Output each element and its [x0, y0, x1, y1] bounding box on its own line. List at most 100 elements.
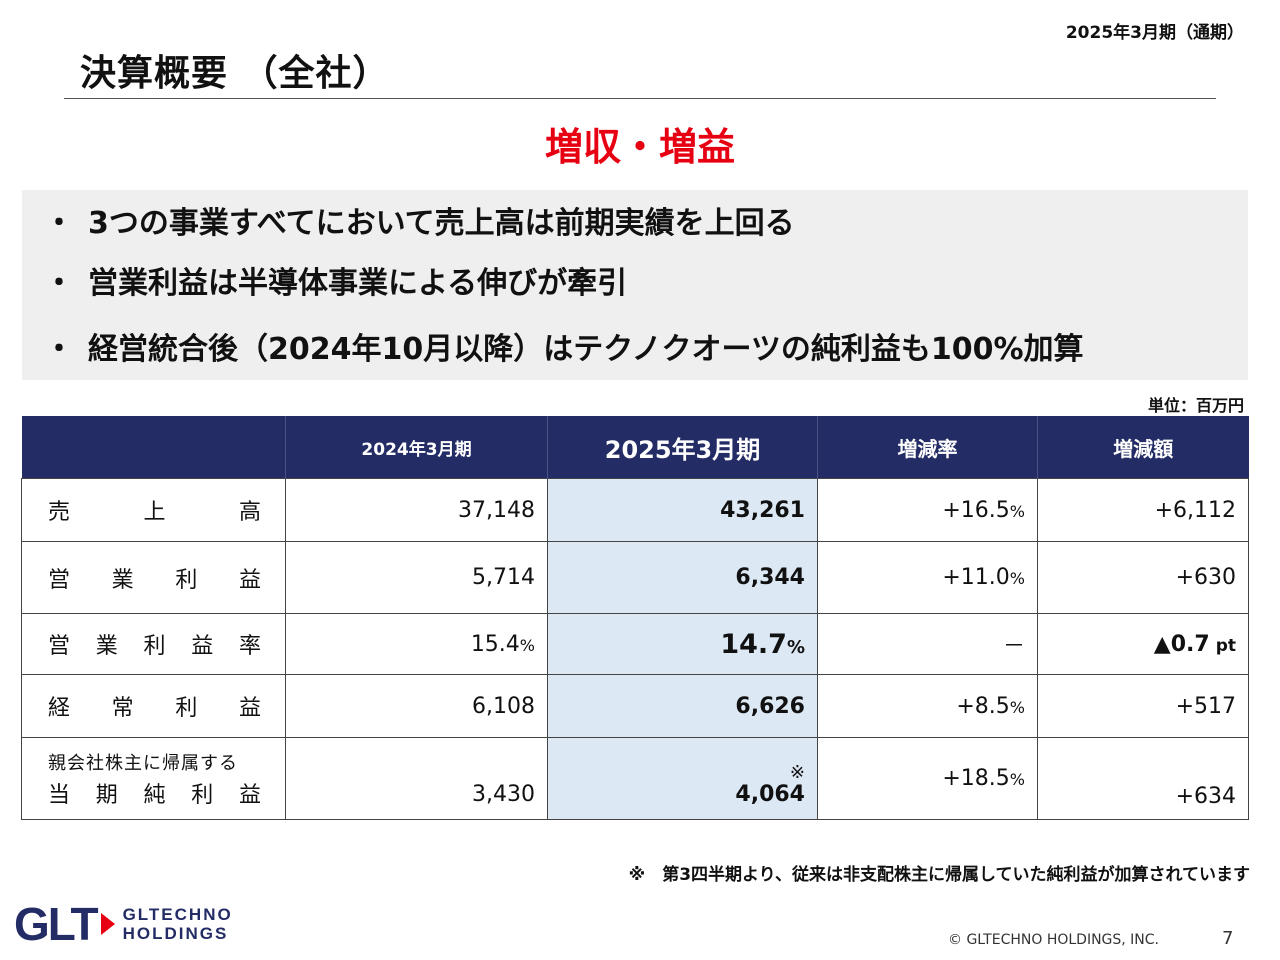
logo-mark-text: GLT	[14, 898, 99, 950]
prev-value-number: 15.4	[470, 631, 520, 657]
current-value: 43,261	[547, 478, 818, 542]
table-row-ordinary-income: 経 常 利 益 6,108 6,626 +8.5% +517	[21, 674, 1249, 738]
decrease-triangle-icon: ▲	[1153, 631, 1171, 657]
label-char: 高	[238, 500, 261, 525]
percent-unit: %	[1009, 770, 1025, 789]
bullet-mark: ・	[44, 206, 74, 241]
rate-value: +8.5	[956, 693, 1010, 719]
label-char: 業	[111, 567, 134, 593]
key-point-text: 経営統合後（2024年10月以降）はテクノクオーツの純利益も100%加算	[88, 332, 1084, 367]
page-title: 決算概要 （全社）	[80, 53, 390, 94]
table-row-net-income: 親会社株主に帰属する 当 期 純 利 益 3,430 ※ 4,064 +18.5…	[21, 737, 1249, 820]
current-value-number: 4,064	[735, 782, 805, 807]
current-value: 6,344	[547, 541, 818, 614]
label-char: 常	[111, 696, 134, 721]
point-unit: pt	[1215, 635, 1236, 656]
table-row-operating-margin: 営 業 利 益 率 15.4% 14.7% － ▲0.7 pt	[21, 613, 1249, 675]
change-rate: +16.5%	[817, 478, 1038, 542]
prev-value: 15.4%	[285, 613, 548, 675]
copyright: © GLTECHNO HOLDINGS, INC.	[948, 932, 1160, 948]
label-char: 益	[238, 696, 261, 721]
change-amount-number: 0.7	[1170, 631, 1210, 657]
label-char: 利	[191, 782, 214, 808]
company-logo: GLT GLTECHNO HOLDINGS	[14, 897, 233, 951]
label-char: 利	[175, 696, 198, 721]
bullet-mark: ・	[44, 266, 74, 301]
label-char: 益	[238, 782, 261, 808]
key-point: ・営業利益は半導体事業による伸びが牽引	[44, 258, 627, 302]
key-point: ・ 3つの事業すべてにおいて売上高は前期実績を上回る	[44, 198, 795, 242]
percent-unit: %	[1009, 569, 1025, 588]
rate-value: +18.5	[942, 766, 1010, 791]
footnote-mark: ※	[789, 762, 805, 783]
label-char: 営	[48, 567, 71, 593]
table-header-row: 2024年3月期 2025年3月期 増減率 増減額	[21, 416, 1249, 479]
current-value: 6,626	[547, 674, 818, 738]
bullet-mark: ・	[44, 332, 74, 367]
table-row-sales: 売 上 高 37,148 43,261 +16.5% +6,112	[21, 478, 1249, 542]
change-rate: －	[817, 613, 1038, 675]
logo-line-2: HOLDINGS	[122, 924, 229, 943]
label-char: 利	[143, 634, 166, 659]
logo-wordmark: GLTECHNO HOLDINGS	[123, 905, 233, 943]
label-char: 利	[175, 567, 198, 593]
page-number: 7	[1222, 928, 1234, 949]
header-change-rate: 増減率	[817, 416, 1038, 479]
change-rate: +18.5%	[817, 737, 1038, 820]
headline: 増収・増益	[544, 125, 735, 169]
row-label-top: 親会社株主に帰属する	[48, 752, 238, 774]
logo-triangle-icon	[100, 913, 115, 935]
label-char: 当	[48, 782, 71, 808]
key-points-panel: ・ 3つの事業すべてにおいて売上高は前期実績を上回る ・営業利益は半導体事業による…	[22, 190, 1248, 380]
change-amount: +6,112	[1037, 478, 1249, 542]
change-amount: +630	[1037, 541, 1249, 614]
label-char: 経	[48, 696, 71, 721]
percent-unit: %	[519, 635, 535, 655]
percent-unit: %	[786, 636, 805, 658]
table-row-operating-income: 営 業 利 益 5,714 6,344 +11.0% +630	[21, 541, 1249, 614]
title-divider	[64, 98, 1216, 99]
prev-value: 6,108	[285, 674, 548, 738]
key-point: ・経営統合後（2024年10月以降）はテクノクオーツの純利益も100%加算	[44, 324, 1084, 368]
period-tag: 2025年3月期（通期）	[1065, 23, 1244, 43]
rate-value: +11.0	[942, 565, 1010, 590]
label-char: 業	[95, 634, 118, 659]
financial-summary-table: 2024年3月期 2025年3月期 増減率 増減額 売 上 高 37,148 4…	[21, 416, 1249, 820]
label-char: 営	[48, 634, 71, 659]
label-char: 売	[48, 500, 71, 525]
row-label: 経 常 利 益	[21, 674, 286, 738]
row-label: 営 業 利 益 率	[21, 613, 286, 675]
key-point-text: 3つの事業すべてにおいて売上高は前期実績を上回る	[88, 206, 795, 241]
row-label: 売 上 高	[21, 478, 286, 542]
label-char: 率	[238, 634, 261, 659]
current-value-number: 14.7	[720, 628, 787, 660]
label-char: 益	[191, 634, 214, 659]
percent-unit: %	[1009, 501, 1025, 521]
label-char: 益	[238, 567, 261, 593]
prev-value: 3,430	[285, 737, 548, 820]
row-label: 営 業 利 益	[21, 541, 286, 614]
footnote: ※ 第3四半期より、従来は非支配株主に帰属していた純利益が加算されています	[628, 865, 1250, 885]
header-label-cell	[21, 416, 286, 479]
change-rate: +11.0%	[817, 541, 1038, 614]
prev-value: 5,714	[285, 541, 548, 614]
key-point-text: 営業利益は半導体事業による伸びが牽引	[88, 266, 628, 301]
unit-note: 単位：百万円	[1147, 396, 1244, 415]
percent-unit: %	[1009, 697, 1025, 717]
change-amount: ▲0.7 pt	[1037, 613, 1249, 675]
label-char: 期	[95, 782, 118, 808]
current-value: ※ 4,064	[547, 737, 818, 820]
rate-value: +16.5	[942, 497, 1010, 523]
header-change-amount: 増減額	[1037, 416, 1249, 479]
change-rate: +8.5%	[817, 674, 1038, 738]
row-label: 親会社株主に帰属する 当 期 純 利 益	[21, 737, 286, 820]
logo-mark: GLT	[14, 897, 99, 951]
label-char: 上	[143, 500, 166, 525]
logo-line-1: GLTECHNO	[122, 905, 233, 924]
prev-value: 37,148	[285, 478, 548, 542]
label-char: 純	[143, 782, 166, 808]
change-amount: +517	[1037, 674, 1249, 738]
header-prev-year: 2024年3月期	[285, 416, 548, 479]
current-value: 14.7%	[547, 613, 818, 675]
change-amount: +634	[1037, 737, 1249, 820]
